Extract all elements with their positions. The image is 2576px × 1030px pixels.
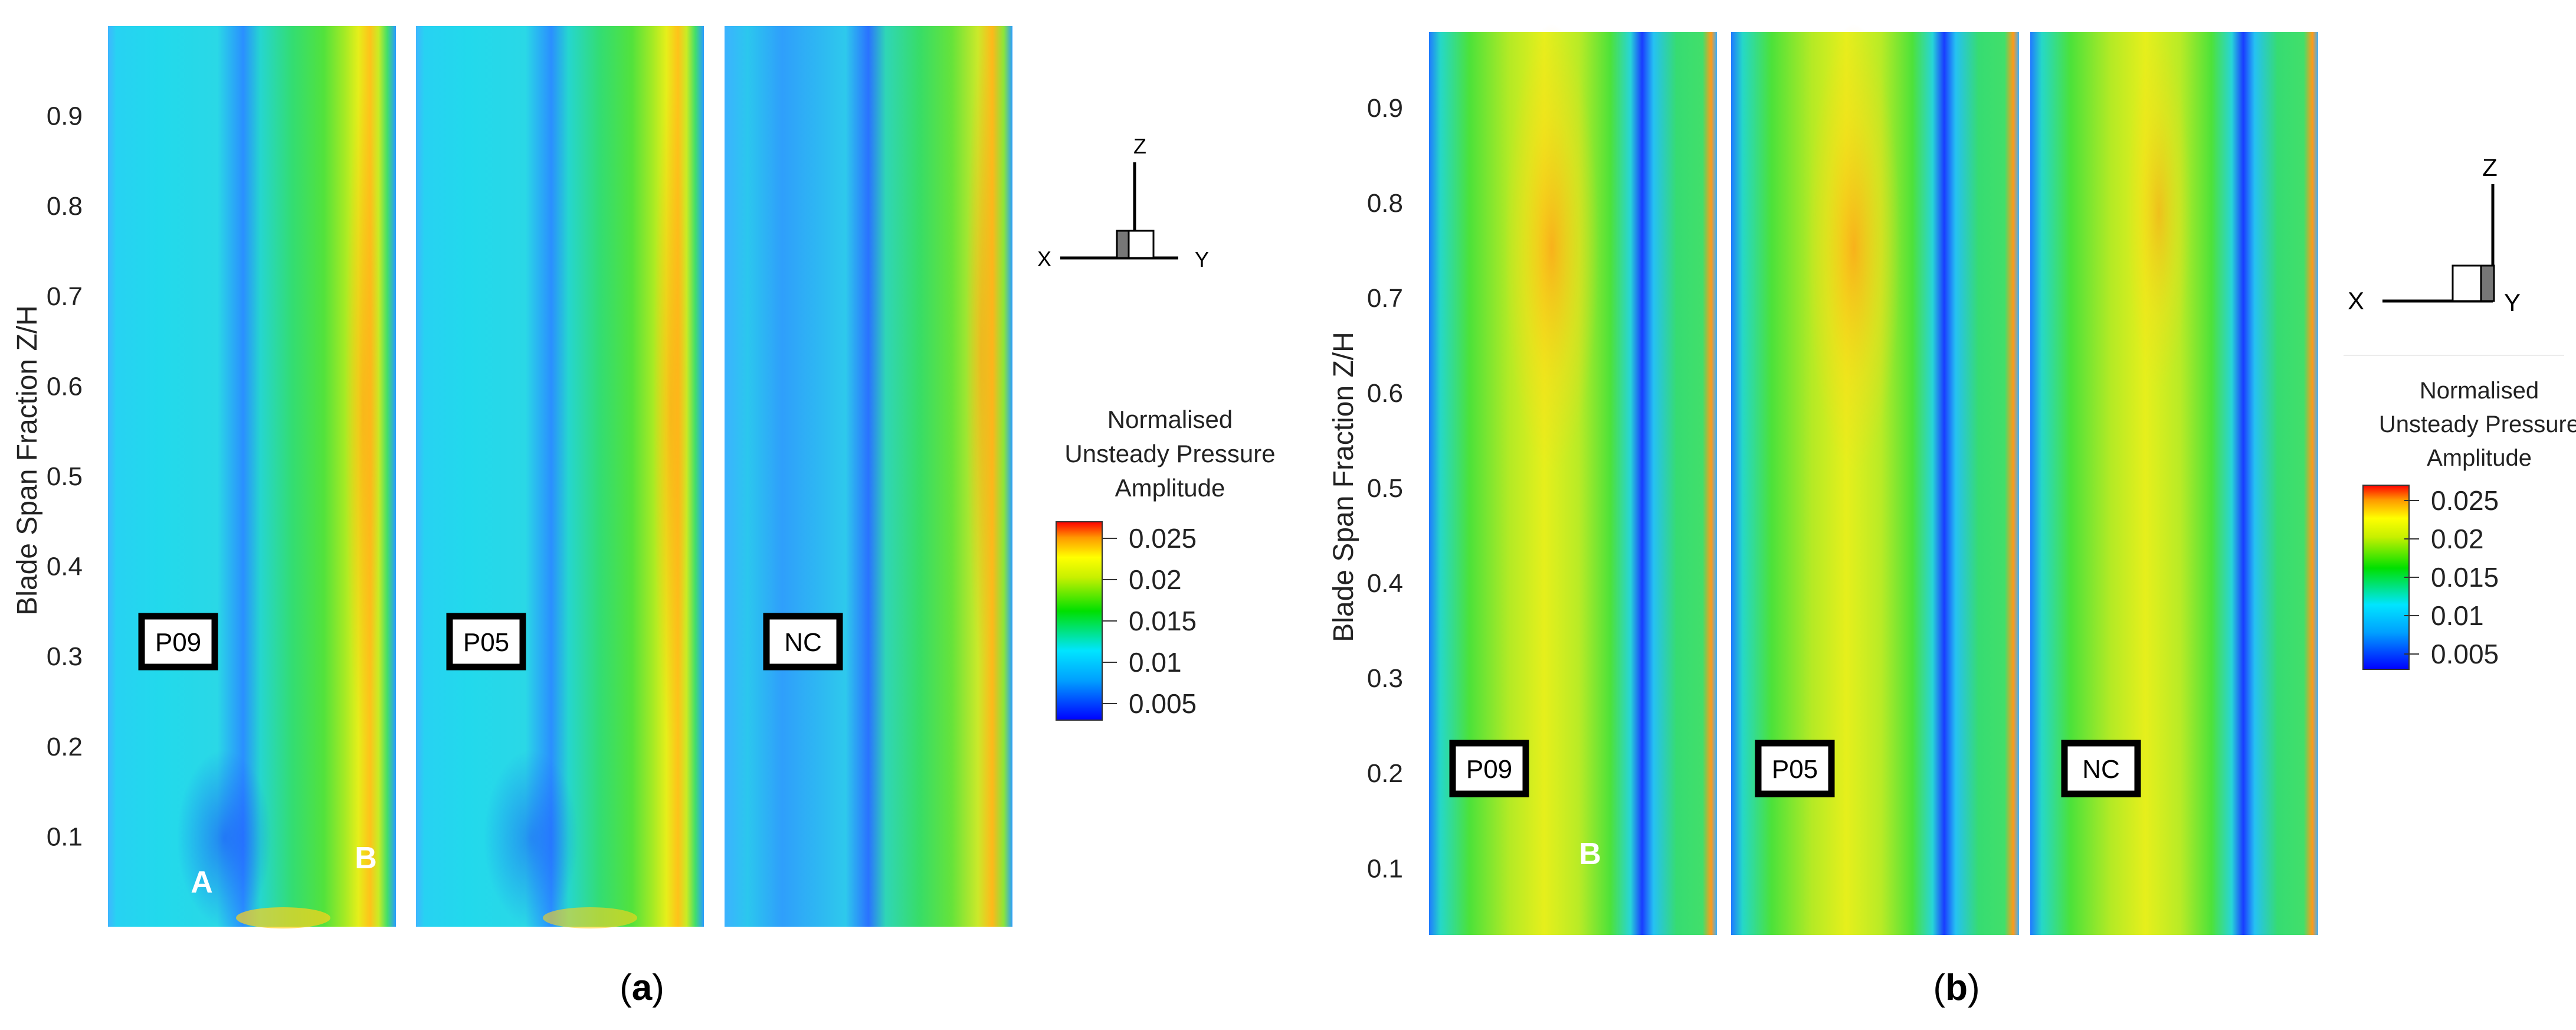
colorbar-tick-label: 0.02 bbox=[1129, 564, 1182, 595]
colorbar-tick-label: 0.005 bbox=[2431, 639, 2499, 669]
colorbar-tick-label: 0.005 bbox=[1129, 688, 1197, 719]
svg-text:Amplitude: Amplitude bbox=[1115, 474, 1225, 502]
case-label-p05: P05 bbox=[1755, 740, 1835, 797]
svg-text:P05: P05 bbox=[463, 628, 509, 657]
y-tick-labels: 0.1 0.2 0.3 0.4 0.5 0.6 0.7 0.8 0.9 bbox=[47, 102, 83, 852]
svg-text:P09: P09 bbox=[1466, 755, 1512, 784]
axes-triad: Z X Y bbox=[1037, 134, 1209, 272]
colorbar-tick-label: 0.02 bbox=[2431, 524, 2484, 554]
svg-text:Amplitude: Amplitude bbox=[2427, 445, 2532, 471]
annotation-a: A bbox=[191, 865, 213, 900]
annotation-b: B bbox=[1579, 837, 1601, 871]
panel-a: Blade Span Fraction Z/H 0.10.20.30.40.50… bbox=[12, 26, 1276, 1008]
y-tick-label: 0.6 bbox=[1367, 379, 1403, 408]
svg-text:Z: Z bbox=[2482, 153, 2498, 181]
y-tick-label: 0.3 bbox=[47, 642, 83, 671]
contour-map-p05 bbox=[416, 26, 704, 928]
svg-text:X: X bbox=[1037, 247, 1051, 271]
y-tick-label: 0.7 bbox=[1367, 284, 1403, 313]
y-tick-label: 0.6 bbox=[47, 372, 83, 401]
svg-text:NC: NC bbox=[2082, 755, 2120, 784]
y-tick-label: 0.9 bbox=[1367, 94, 1403, 123]
svg-text:Y: Y bbox=[2504, 289, 2521, 316]
y-tick-labels: 0.1 0.2 0.3 0.4 0.5 0.6 0.7 0.8 0.9 bbox=[1367, 94, 1403, 883]
y-tick-label: 0.5 bbox=[47, 462, 83, 491]
y-tick-label: 0.8 bbox=[1367, 189, 1403, 218]
svg-text:Normalised: Normalised bbox=[1107, 406, 1233, 433]
svg-text:X: X bbox=[2348, 287, 2364, 315]
y-tick-label: 0.9 bbox=[47, 102, 83, 131]
contour-map-p05 bbox=[1731, 24, 2019, 935]
y-tick-label: 0.3 bbox=[1367, 664, 1403, 693]
y-tick-label: 0.7 bbox=[47, 282, 83, 311]
colorbar-legend: Normalised Unsteady Pressure Amplitude 0… bbox=[1056, 406, 1276, 721]
axes-triad: Z X Y bbox=[2344, 153, 2564, 356]
svg-text:Normalised: Normalised bbox=[2420, 378, 2539, 404]
svg-text:Unsteady Pressure: Unsteady Pressure bbox=[2379, 411, 2576, 437]
colorbar-tick-label: 0.025 bbox=[2431, 485, 2499, 516]
svg-text:Unsteady Pressure: Unsteady Pressure bbox=[1064, 440, 1275, 467]
colorbar-tick-label: 0.025 bbox=[1129, 523, 1197, 554]
case-label-nc: NC bbox=[763, 613, 843, 671]
y-tick-label: 0.5 bbox=[1367, 474, 1403, 503]
case-label-p09: P09 bbox=[1449, 740, 1529, 797]
colorbar-tick-label: 0.01 bbox=[2431, 600, 2484, 631]
y-tick-label: 0.4 bbox=[1367, 569, 1403, 598]
caption-b: (b) bbox=[1933, 967, 1979, 1008]
svg-text:Y: Y bbox=[1195, 247, 1209, 272]
y-tick-label: 0.2 bbox=[47, 733, 83, 761]
y-axis-label: Blade Span Fraction Z/H bbox=[1328, 332, 1359, 642]
y-tick-label: 0.2 bbox=[1367, 759, 1403, 788]
y-axis-label: Blade Span Fraction Z/H bbox=[12, 305, 43, 616]
contour-map-nc bbox=[2030, 32, 2318, 935]
y-tick-label: 0.1 bbox=[47, 822, 83, 851]
y-tick-label: 0.1 bbox=[1367, 854, 1403, 883]
colorbar-tick-label: 0.015 bbox=[1129, 606, 1197, 636]
case-label-p09: P09 bbox=[138, 613, 218, 671]
colorbar-tick-label: 0.01 bbox=[1129, 647, 1182, 678]
y-tick-label: 0.8 bbox=[47, 192, 83, 221]
colorbar bbox=[1056, 521, 1103, 721]
y-tick-label: 0.4 bbox=[47, 552, 83, 581]
case-label-nc: NC bbox=[2061, 740, 2141, 797]
colorbar-legend: Normalised Unsteady Pressure Amplitude 0… bbox=[2362, 378, 2576, 670]
contour-map-p09 bbox=[108, 26, 396, 928]
svg-text:NC: NC bbox=[784, 628, 822, 657]
contour-maps bbox=[108, 26, 1012, 928]
annotation-b: B bbox=[355, 841, 377, 875]
colorbar-tick-label: 0.015 bbox=[2431, 562, 2499, 593]
colorbar bbox=[2362, 485, 2410, 670]
svg-text:P05: P05 bbox=[1772, 755, 1818, 784]
contour-map-nc bbox=[725, 26, 1012, 927]
contour-maps bbox=[1429, 24, 2318, 935]
contour-map-p09 bbox=[1429, 24, 1717, 935]
caption-a: (a) bbox=[620, 967, 664, 1008]
svg-text:P09: P09 bbox=[155, 628, 201, 657]
panel-b: Blade Span Fraction Z/H 0.10.20.30.40.50… bbox=[1328, 24, 2576, 1008]
case-label-p05: P05 bbox=[446, 613, 526, 671]
svg-text:Z: Z bbox=[1133, 134, 1146, 158]
